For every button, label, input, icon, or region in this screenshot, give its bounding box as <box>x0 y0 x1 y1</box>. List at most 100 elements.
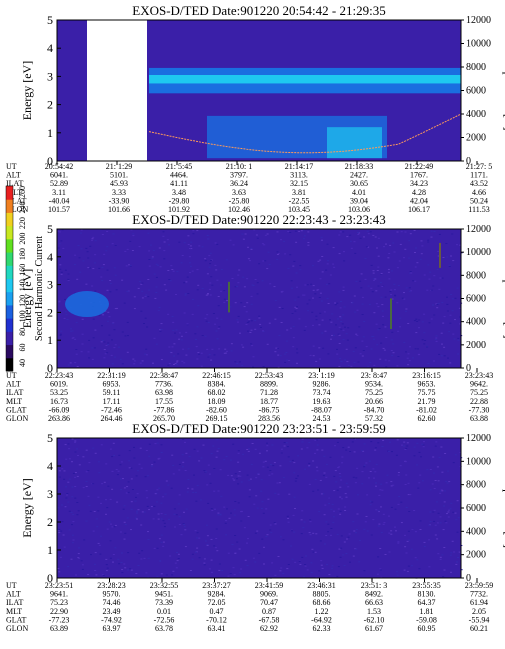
noise-pixel <box>319 292 322 294</box>
noise-pixel <box>308 462 311 464</box>
table-cell: 23:55:35 <box>412 581 440 590</box>
noise-pixel <box>217 448 220 450</box>
noise-pixel <box>440 355 443 357</box>
noise-pixel <box>306 569 309 571</box>
noise-pixel <box>369 231 372 233</box>
noise-pixel <box>295 241 298 243</box>
table-row-label: GLON <box>6 205 28 214</box>
noise-pixel <box>223 290 226 292</box>
noise-pixel <box>365 246 368 248</box>
noise-pixel <box>163 241 166 243</box>
noise-pixel <box>392 242 395 244</box>
table-cell: 23: 1:19 <box>308 371 334 380</box>
table-cell: 103.06 <box>348 205 370 214</box>
noise-pixel <box>298 230 301 232</box>
noise-pixel <box>334 302 337 304</box>
noise-pixel <box>160 329 163 330</box>
noise-pixel <box>449 554 452 556</box>
noise-pixel <box>101 339 104 341</box>
noise-pixel <box>174 526 176 528</box>
noise-pixel <box>361 450 364 452</box>
noise-pixel <box>93 511 96 512</box>
noise-pixel <box>412 357 415 359</box>
noise-pixel <box>382 347 385 349</box>
noise-pixel <box>430 289 433 291</box>
noise-pixel <box>260 326 262 328</box>
noise-pixel <box>158 487 161 489</box>
noise-pixel <box>318 358 321 360</box>
noise-pixel <box>373 364 376 366</box>
noise-pixel <box>408 240 411 242</box>
noise-pixel <box>159 329 162 331</box>
noise-pixel <box>114 308 117 310</box>
noise-pixel <box>342 286 345 288</box>
noise-pixel <box>125 265 128 267</box>
noise-pixel <box>135 573 138 574</box>
noise-pixel <box>234 361 237 363</box>
noise-pixel <box>171 316 174 317</box>
noise-pixel <box>317 489 320 491</box>
noise-pixel <box>414 266 417 268</box>
noise-pixel <box>100 276 103 278</box>
noise-pixel <box>380 506 382 508</box>
noise-pixel <box>241 233 244 235</box>
noise-pixel <box>157 458 160 460</box>
noise-pixel <box>327 303 330 304</box>
noise-pixel <box>85 283 88 285</box>
noise-pixel <box>266 442 268 444</box>
table-cell: 6019. <box>50 380 68 389</box>
table-cell: 23:32:55 <box>150 581 178 590</box>
noise-pixel <box>103 481 106 483</box>
noise-pixel <box>407 364 410 366</box>
noise-pixel <box>107 311 110 313</box>
noise-pixel <box>184 529 187 531</box>
noise-pixel <box>274 523 277 525</box>
noise-pixel <box>214 264 217 266</box>
noise-pixel <box>127 290 130 292</box>
noise-pixel <box>437 250 440 252</box>
noise-pixel <box>255 234 258 236</box>
table-cell: 269.15 <box>206 414 228 423</box>
noise-pixel <box>163 284 166 286</box>
noise-pixel <box>209 282 212 284</box>
spectrogram-background <box>57 229 461 368</box>
noise-pixel <box>230 475 233 477</box>
noise-pixel <box>129 265 132 267</box>
noise-pixel <box>230 350 233 352</box>
noise-pixel <box>315 533 318 535</box>
noise-pixel <box>386 474 389 476</box>
noise-pixel <box>158 538 161 540</box>
table-cell: -86.75 <box>259 405 280 414</box>
noise-pixel <box>417 487 420 489</box>
noise-pixel <box>396 231 399 233</box>
noise-pixel <box>203 558 206 560</box>
noise-pixel <box>315 466 318 468</box>
noise-pixel <box>217 305 220 307</box>
noise-pixel <box>397 503 400 505</box>
table-cell: 61.67 <box>365 624 383 633</box>
noise-pixel <box>96 526 99 528</box>
noise-pixel <box>193 474 195 476</box>
noise-pixel <box>393 283 396 285</box>
y-axis-label: Energy [eV] <box>20 61 34 120</box>
noise-pixel <box>406 445 409 447</box>
noise-pixel <box>389 441 391 443</box>
noise-pixel <box>69 362 72 364</box>
noise-pixel <box>92 483 95 485</box>
noise-pixel <box>306 447 309 449</box>
noise-pixel <box>73 264 76 266</box>
noise-pixel <box>326 263 329 265</box>
noise-pixel <box>364 278 367 280</box>
table-cell: 6953. <box>103 380 121 389</box>
noise-pixel <box>369 471 372 472</box>
noise-pixel <box>108 334 111 336</box>
noise-pixel <box>184 441 186 443</box>
noise-pixel <box>442 322 445 324</box>
colorbar-segment <box>6 344 13 359</box>
noise-pixel <box>141 290 144 292</box>
noise-pixel <box>91 238 94 240</box>
y-tick-label: 1 <box>47 333 53 347</box>
noise-pixel <box>451 310 454 312</box>
noise-pixel <box>430 236 433 238</box>
noise-pixel <box>433 231 436 232</box>
